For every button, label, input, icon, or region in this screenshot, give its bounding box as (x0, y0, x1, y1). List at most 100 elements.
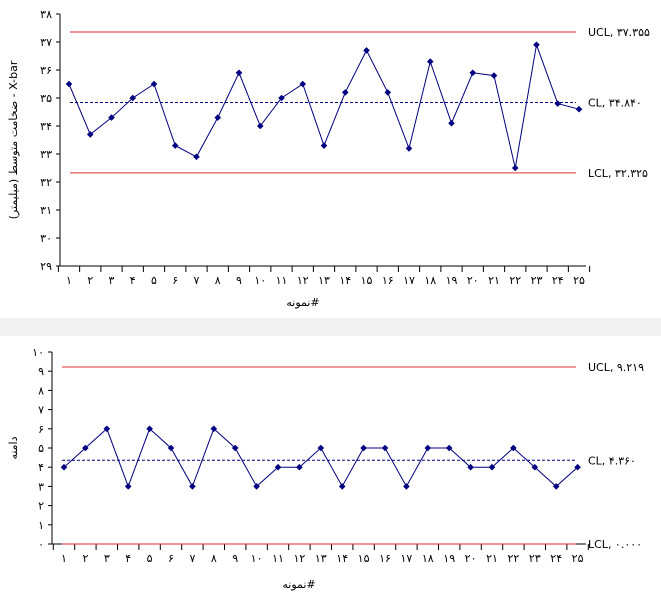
x-tick-label: ۹ (236, 274, 242, 287)
control-line-label: UCL, ۳۷.۳۵۵ (588, 26, 650, 39)
data-point (65, 80, 73, 88)
data-point (403, 483, 410, 490)
data-point (575, 105, 583, 113)
x-tick-label: ۱۹ (446, 274, 458, 287)
data-point (338, 483, 346, 490)
x-tick-label: ۱۴ (339, 274, 351, 287)
data-point (381, 444, 389, 452)
data-point (299, 80, 307, 88)
data-point (488, 463, 496, 471)
data-point (360, 444, 367, 452)
data-point (214, 114, 222, 121)
data-point (171, 142, 179, 149)
control-line-label: CL, ۳۴.۸۴۰ (588, 96, 642, 109)
data-point (108, 114, 115, 121)
x-tick-label: ۱۶ (379, 552, 391, 565)
x-tick-label: ۲۵ (573, 274, 585, 287)
data-point (82, 444, 89, 452)
data-point (511, 164, 519, 172)
x-axis-title: نمونه# (286, 296, 319, 309)
data-point (150, 80, 158, 88)
x-tick-label: ۱۹ (443, 552, 455, 565)
data-point (129, 94, 137, 102)
x-tick-label: ۲۵ (572, 552, 584, 565)
y-tick-label: ۳۶ (40, 64, 52, 77)
x-tick-label: ۱۲ (297, 274, 309, 287)
x-tick-label: ۱۷ (400, 552, 412, 565)
x-tick-label: ۱ (66, 274, 72, 287)
x-tick-label: ۱۳ (315, 552, 327, 565)
data-point (210, 425, 218, 433)
x-tick-label: ۲۳ (529, 552, 541, 565)
range-chart-panel: ۰ ۱ ۲ ۳ ۴ ۵ ۶ ۷ ۸ ۹ ۱۰ ۱ ۲ ۳ ۴ ۵ ۶ ۷ ۸ ۹ ۱۰ ۱۱ ۱۲ ۱۳ ۱۴ ۱۵ ۱۶ ۱۷ ۱۸ ۱… (0, 336, 661, 613)
x-tick-label: ۲۰ (465, 552, 477, 565)
y-tick-label: ۴ (38, 461, 44, 474)
x-tick-label: ۱۴ (336, 552, 348, 565)
data-point (554, 100, 562, 107)
series-line (68, 42, 580, 169)
x-tick-label: ۴ (125, 552, 131, 565)
data-point (424, 444, 432, 452)
y-axis-title: ضخامت متوسط (میلیمتر) - X-bar (7, 60, 20, 219)
x-tick-label: ۲۴ (550, 552, 562, 565)
y-tick-label: ۲ (38, 500, 44, 513)
x-tick-label: ۲۲ (509, 274, 521, 287)
x-tick-label: ۲۲ (507, 552, 519, 565)
x-tick-label: ۱۷ (403, 274, 415, 287)
series-line (63, 427, 578, 488)
x-tick-label: ۱۸ (424, 274, 436, 287)
y-tick-label: ۳۱ (40, 204, 52, 217)
x-tick-label: ۷ (194, 274, 200, 287)
data-point (426, 58, 434, 65)
y-tick-label: ۸ (38, 384, 44, 397)
x-tick-label: ۱۵ (361, 274, 373, 287)
data-point (86, 131, 94, 138)
y-axis-title: دامنه (7, 436, 20, 459)
x-tick-label: ۲۳ (531, 274, 543, 287)
data-point (320, 142, 328, 149)
x-tick-label: ۲۱ (488, 274, 500, 287)
y-tick-label: ۶ (38, 423, 44, 436)
y-tick-label: ۳۸ (40, 8, 52, 21)
data-point (167, 444, 175, 452)
x-tick-label: ۱۱ (276, 274, 288, 287)
x-tick-label: ۱ (61, 552, 67, 565)
x-tick-label: ۸ (211, 552, 217, 565)
x-tick-label: ۱۶ (382, 274, 394, 287)
data-point (231, 444, 239, 452)
data-point (363, 47, 370, 54)
y-tick-label: ۳۷ (40, 36, 52, 49)
data-point (341, 89, 349, 96)
y-tick-label: ۳ (38, 480, 44, 493)
y-tick-label: ۳۲ (40, 176, 52, 189)
data-point (445, 444, 453, 452)
x-tick-label: ۲۰ (467, 274, 479, 287)
data-point (533, 41, 540, 49)
data-point (405, 145, 413, 152)
x-tick-label: ۶ (172, 274, 178, 287)
data-point (253, 483, 260, 490)
x-tick-label: ۲۴ (552, 274, 564, 287)
data-point (193, 153, 200, 161)
data-point (384, 89, 392, 96)
control-line-label: UCL, ۹.۲۱۹ (588, 361, 644, 374)
x-tick-label: ۱۸ (422, 552, 434, 565)
data-point (274, 463, 282, 471)
x-tick-label: ۳ (109, 274, 115, 287)
data-point (552, 483, 560, 490)
data-point (124, 483, 132, 490)
data-point (317, 444, 325, 452)
x-tick-label: ۳ (104, 552, 110, 565)
data-point (490, 72, 498, 79)
data-point (531, 463, 539, 471)
x-tick-label: ۸ (215, 274, 221, 287)
control-line-label: LCL, ۰.۰۰۰ (588, 538, 642, 551)
x-tick-label: ۲ (82, 552, 88, 565)
control-line-label: LCL, ۳۲.۳۲۵ (588, 167, 648, 180)
data-point (296, 463, 303, 471)
data-point (278, 94, 285, 102)
x-tick-label: ۹ (232, 552, 238, 565)
x-tick-label: ۱۵ (358, 552, 370, 565)
